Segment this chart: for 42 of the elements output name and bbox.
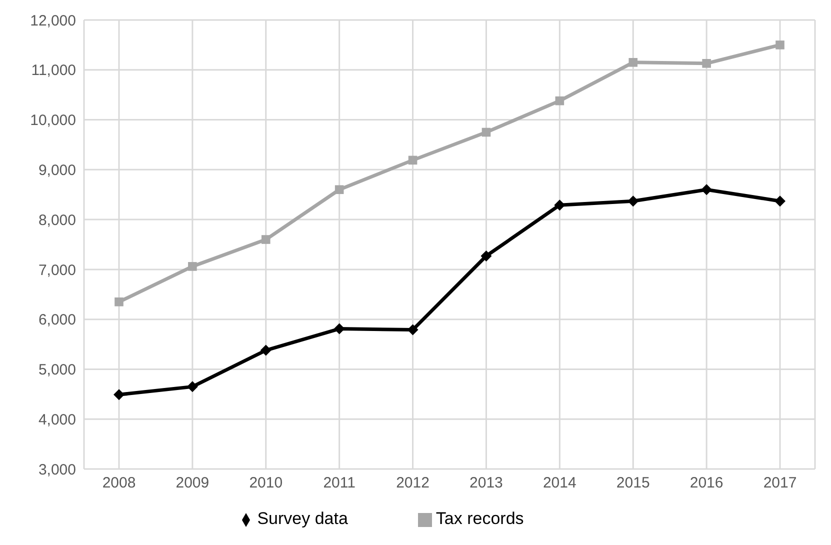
y-tick-label: 5,000 (38, 362, 76, 379)
point (628, 196, 639, 207)
x-tick-label: 2012 (396, 474, 430, 492)
legend-label: Survey data (257, 509, 348, 528)
y-tick-label: 6,000 (38, 312, 76, 329)
point (480, 250, 492, 262)
x-tick-label: 2013 (470, 474, 503, 492)
point (186, 381, 198, 392)
point (114, 297, 124, 306)
y-tick-label: 4,000 (38, 411, 76, 428)
x-tick-label: 2014 (542, 474, 576, 492)
legend-label: Tax records (436, 509, 524, 528)
point (407, 324, 418, 336)
point (701, 184, 712, 196)
point (334, 323, 345, 334)
y-tick-label: 7,000 (38, 262, 76, 279)
y-tick-label: 9,000 (38, 162, 76, 179)
x-tick-label: 2010 (249, 474, 283, 492)
y-tick-label: 3,000 (38, 461, 76, 478)
x-tick-label: 2015 (616, 474, 650, 492)
point (482, 128, 491, 137)
x-tick-label: 2009 (176, 474, 210, 492)
point (702, 59, 711, 68)
x-tick-label: 2011 (323, 474, 356, 492)
y-tick-label: 11,000 (31, 62, 76, 80)
point (260, 344, 272, 356)
x-tick-label: 2016 (690, 474, 724, 492)
y-tick-label: 10,000 (30, 112, 76, 130)
x-tick-label: 2008 (102, 474, 136, 492)
point (776, 40, 784, 50)
point (261, 235, 270, 244)
point (628, 58, 638, 67)
point (554, 200, 566, 211)
point (408, 156, 418, 165)
point (188, 262, 197, 271)
point (114, 389, 124, 400)
y-tick-label: 8,000 (38, 212, 76, 229)
x-tick-label: 2017 (763, 474, 797, 492)
point (774, 196, 786, 207)
y-tick-label: 12,000 (30, 12, 76, 30)
point (334, 185, 344, 194)
point (555, 96, 564, 106)
